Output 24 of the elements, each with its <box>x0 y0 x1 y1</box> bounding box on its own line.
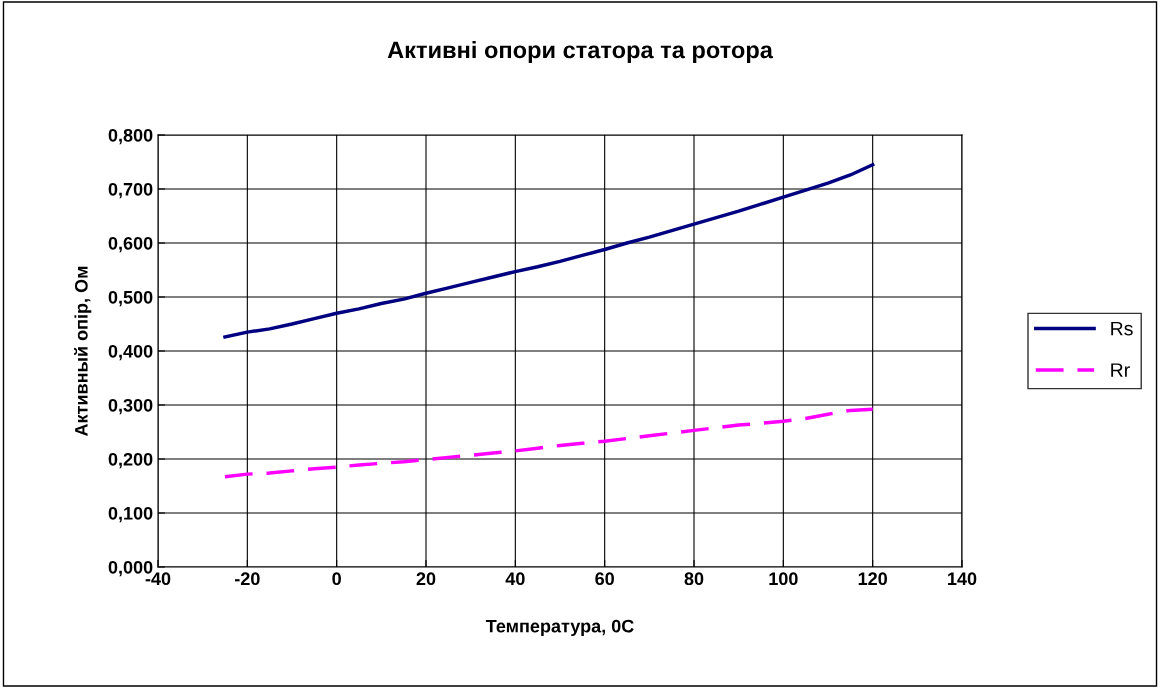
line-series <box>223 162 875 339</box>
chart-title: Активні опори статора та ротора <box>387 41 774 64</box>
y-tick-label: 0,600 <box>108 236 153 253</box>
y-tick-label: 0,100 <box>108 506 153 523</box>
x-tick-label: 100 <box>769 572 798 586</box>
y-tick-label: 0,200 <box>108 452 153 469</box>
x-tick-label: 140 <box>948 572 977 586</box>
y-tick-label: 0,800 <box>108 128 153 145</box>
y-tick-label: 0,400 <box>108 344 153 361</box>
x-tick-label: 80 <box>684 572 704 586</box>
x-tick-label: 0 <box>332 572 341 586</box>
x-tick-label: 20 <box>416 572 436 586</box>
y-tick-label: 0,700 <box>108 182 153 199</box>
x-axis-title: Температура, 0С <box>485 619 634 637</box>
x-tick-label: 60 <box>595 572 614 586</box>
legend-label: Rr <box>1111 363 1130 377</box>
x-tick-label: 40 <box>505 572 525 586</box>
legend-label: Rs <box>1111 321 1133 336</box>
line-series <box>223 407 875 479</box>
x-tick-label: -20 <box>234 572 260 586</box>
y-axis-title: Активный опір, Ом <box>74 266 92 437</box>
y-tick-label: 0,500 <box>108 290 153 307</box>
y-tick-label: 0,300 <box>108 398 153 415</box>
x-tick-label: 120 <box>858 572 887 586</box>
